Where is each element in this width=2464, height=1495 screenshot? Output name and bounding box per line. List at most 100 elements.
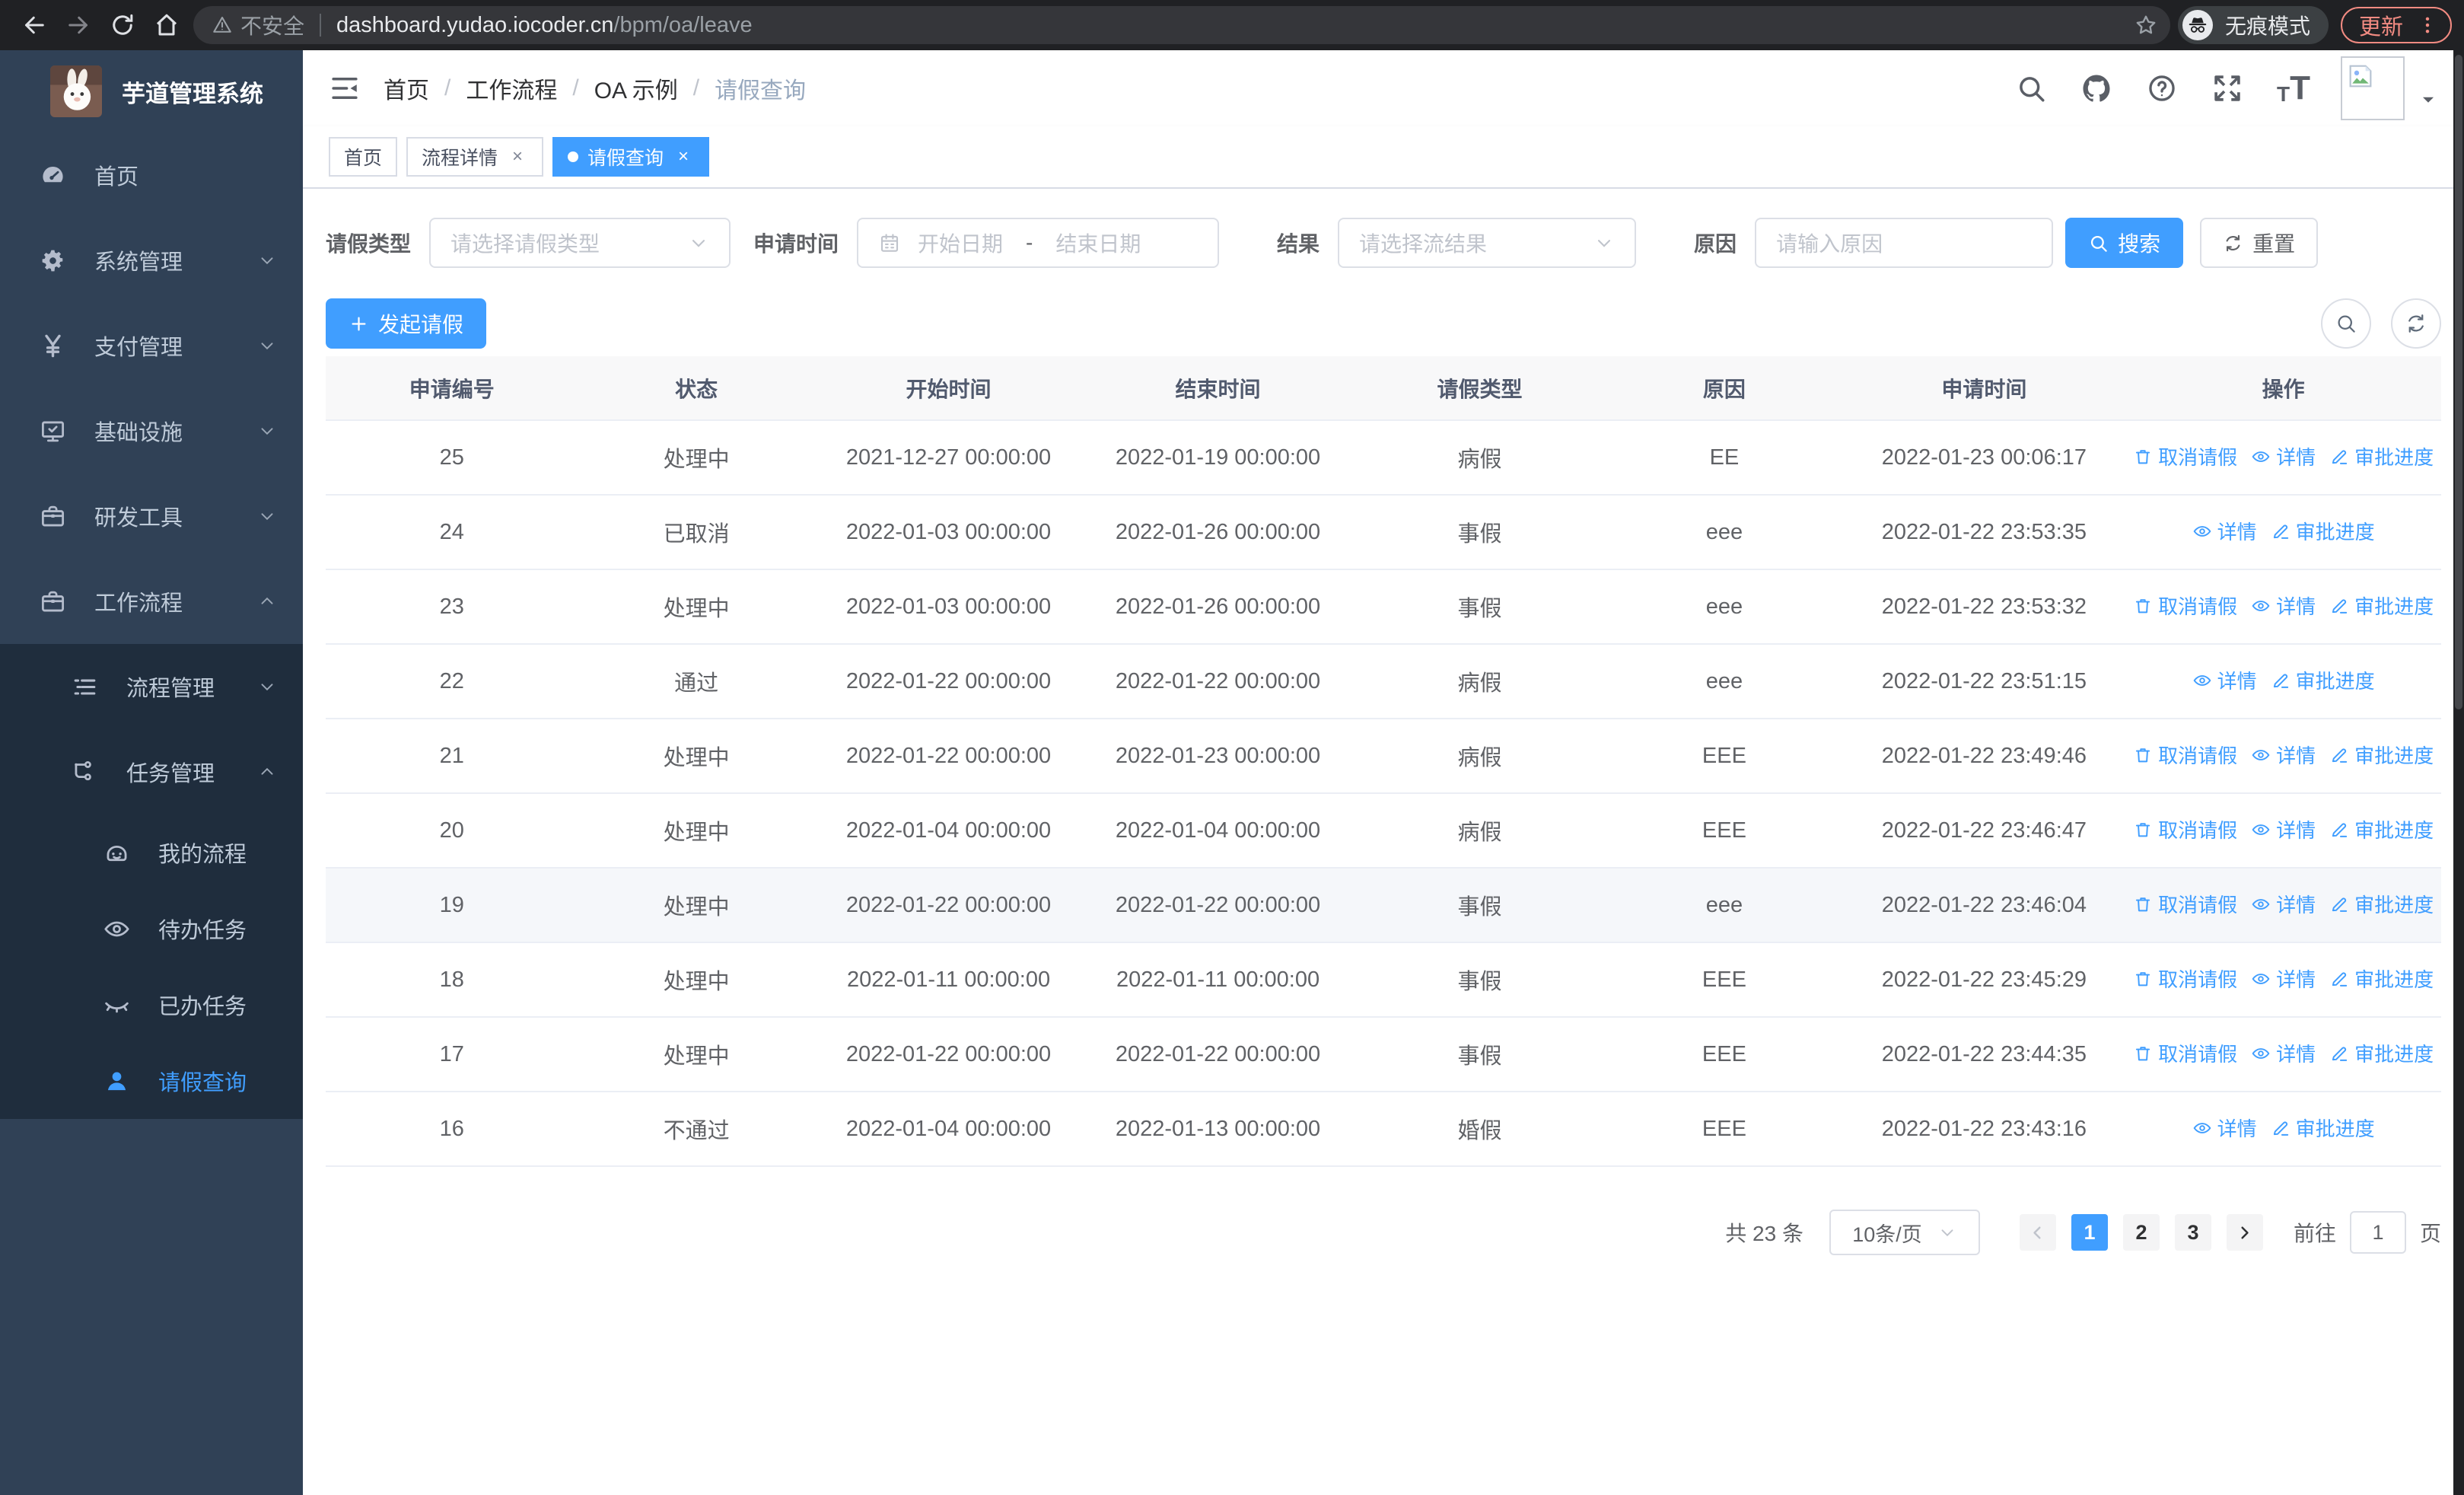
cancel-link[interactable]: 取消请假 <box>2133 1039 2237 1067</box>
address-bar[interactable]: 不安全 dashboard.yudao.iocoder.cn /bpm/oa/l… <box>193 6 2170 44</box>
sidebar-item-我的流程[interactable]: 我的流程 <box>0 814 303 891</box>
leave-type-select[interactable]: 请选择请假类型 <box>429 218 731 268</box>
sidebar-collapse-icon[interactable] <box>329 72 361 104</box>
sidebar-item-工作流程[interactable]: 工作流程 <box>0 559 303 644</box>
progress-link[interactable]: 审批进度 <box>2271 666 2375 694</box>
breadcrumb-item-工作流程[interactable]: 工作流程 <box>466 78 558 104</box>
rabbit-logo <box>50 65 102 117</box>
scrollbar-thumb[interactable] <box>2455 55 2462 709</box>
progress-link[interactable]: 审批进度 <box>2271 517 2375 545</box>
reload-icon[interactable] <box>100 3 145 47</box>
page-button-3[interactable]: 3 <box>2174 1214 2211 1251</box>
cell-status: 处理中 <box>578 793 815 869</box>
home-icon[interactable] <box>145 3 189 47</box>
avatar[interactable] <box>2341 56 2405 120</box>
tab-流程详情[interactable]: 流程详情 × <box>406 137 544 177</box>
detail-link[interactable]: 详情 <box>2251 442 2316 470</box>
sidebar-item-系统管理[interactable]: 系统管理 <box>0 218 303 303</box>
question-icon[interactable] <box>2146 72 2178 104</box>
back-icon[interactable] <box>12 3 56 47</box>
reset-button[interactable]: 重置 <box>2200 218 2319 268</box>
sidebar-item-流程管理[interactable]: 流程管理 <box>0 644 303 729</box>
sidebar-menu: 首页 系统管理 支付管理 基础设施研发工具工作流程 流程管理 任务管理 我的流程 待办任务 已办… <box>0 132 303 1119</box>
security-label[interactable]: 不安全 <box>212 10 304 40</box>
tab-首页[interactable]: 首页 <box>329 137 398 177</box>
cancel-link[interactable]: 取消请假 <box>2133 591 2237 620</box>
close-icon[interactable]: × <box>678 146 689 167</box>
cell-id: 19 <box>326 868 578 943</box>
sidebar-item-首页[interactable]: 首页 <box>0 132 303 218</box>
breadcrumb-separator: / <box>692 75 700 100</box>
column-header-结束时间: 结束时间 <box>1082 356 1354 421</box>
fullscreen-icon[interactable] <box>2211 72 2243 104</box>
sidebar-item-基础设施[interactable]: 基础设施 <box>0 388 303 473</box>
detail-link[interactable]: 详情 <box>2251 1039 2316 1067</box>
tab-label: 流程详情 <box>422 148 498 169</box>
progress-link[interactable]: 审批进度 <box>2271 1114 2375 1142</box>
close-icon[interactable]: × <box>512 146 524 167</box>
cancel-link[interactable]: 取消请假 <box>2133 442 2237 470</box>
breadcrumb-separator: / <box>444 75 451 100</box>
cancel-link[interactable]: 取消请假 <box>2133 964 2237 993</box>
progress-link[interactable]: 审批进度 <box>2329 1039 2434 1067</box>
prev-page-button[interactable] <box>2019 1214 2056 1251</box>
cell-start: 2022-01-22 00:00:00 <box>814 1017 1083 1092</box>
pen-icon <box>2329 894 2349 914</box>
detail-link[interactable]: 详情 <box>2251 815 2316 843</box>
cell-type: 婚假 <box>1353 1092 1606 1167</box>
github-icon[interactable] <box>2080 72 2112 104</box>
detail-link[interactable]: 详情 <box>2251 591 2316 620</box>
progress-link[interactable]: 审批进度 <box>2329 815 2434 843</box>
goto-page-input[interactable]: 1 <box>2349 1211 2406 1254</box>
reason-input[interactable]: 请输入原因 <box>1755 218 2054 268</box>
apply-time-range-picker[interactable]: 开始日期 - 结束日期 <box>857 218 1220 268</box>
total-count: 共 23 条 <box>1725 1222 1803 1245</box>
cancel-link[interactable]: 取消请假 <box>2133 741 2237 769</box>
sidebar-item-支付管理[interactable]: 支付管理 <box>0 303 303 388</box>
page-size-select[interactable]: 10条/页 <box>1829 1210 1980 1255</box>
forward-icon[interactable] <box>56 3 100 47</box>
progress-link[interactable]: 审批进度 <box>2329 890 2434 918</box>
cell-type: 病假 <box>1353 719 1606 794</box>
page-button-1[interactable]: 1 <box>2071 1214 2108 1251</box>
progress-link[interactable]: 审批进度 <box>2329 964 2434 993</box>
sidebar-item-研发工具[interactable]: 研发工具 <box>0 473 303 559</box>
caret-down-icon[interactable] <box>2418 90 2438 110</box>
cancel-link[interactable]: 取消请假 <box>2133 890 2237 918</box>
search-button[interactable]: 搜索 <box>2065 218 2184 268</box>
browser-update-button[interactable]: 更新 <box>2340 7 2452 43</box>
sidebar-item-label: 研发工具 <box>94 506 183 531</box>
progress-link[interactable]: 审批进度 <box>2329 591 2434 620</box>
menu-dots-icon[interactable] <box>2417 14 2438 36</box>
breadcrumb-item-OA 示例[interactable]: OA 示例 <box>594 78 678 104</box>
cell-id: 20 <box>326 793 578 869</box>
detail-link[interactable]: 详情 <box>2251 890 2316 918</box>
bookmark-star-icon[interactable] <box>2134 13 2158 37</box>
create-leave-button[interactable]: 发起请假 <box>326 298 487 349</box>
cancel-link[interactable]: 取消请假 <box>2133 815 2237 843</box>
trash-icon <box>2133 1044 2153 1063</box>
sidebar-item-已办任务[interactable]: 已办任务 <box>0 967 303 1043</box>
filter-form: 请假类型 请选择请假类型 申请时间 开始日期 - 结束日期 结果 请选择流结果 <box>326 218 2441 268</box>
sidebar-item-任务管理[interactable]: 任务管理 <box>0 729 303 814</box>
result-select[interactable]: 请选择流结果 <box>1338 218 1637 268</box>
sidebar-item-请假查询[interactable]: 请假查询 <box>0 1043 303 1119</box>
sidebar-item-待办任务[interactable]: 待办任务 <box>0 891 303 967</box>
show-search-button[interactable] <box>2321 298 2371 349</box>
detail-link[interactable]: 详情 <box>2251 741 2316 769</box>
next-page-button[interactable] <box>2226 1214 2263 1251</box>
tab-请假查询[interactable]: 请假查询 × <box>552 137 710 177</box>
app-logo-row[interactable]: 芋道管理系统 <box>0 50 303 132</box>
progress-link[interactable]: 审批进度 <box>2329 442 2434 470</box>
detail-link[interactable]: 详情 <box>2192 1114 2257 1142</box>
detail-link[interactable]: 详情 <box>2192 517 2257 545</box>
search-icon[interactable] <box>2015 72 2047 104</box>
detail-link[interactable]: 详情 <box>2251 964 2316 993</box>
breadcrumb-item-首页[interactable]: 首页 <box>384 78 429 104</box>
progress-link[interactable]: 审批进度 <box>2329 741 2434 769</box>
page-scrollbar[interactable] <box>2453 50 2464 1495</box>
refresh-table-button[interactable] <box>2391 298 2441 349</box>
detail-link[interactable]: 详情 <box>2192 666 2257 694</box>
page-button-2[interactable]: 2 <box>2122 1214 2160 1251</box>
